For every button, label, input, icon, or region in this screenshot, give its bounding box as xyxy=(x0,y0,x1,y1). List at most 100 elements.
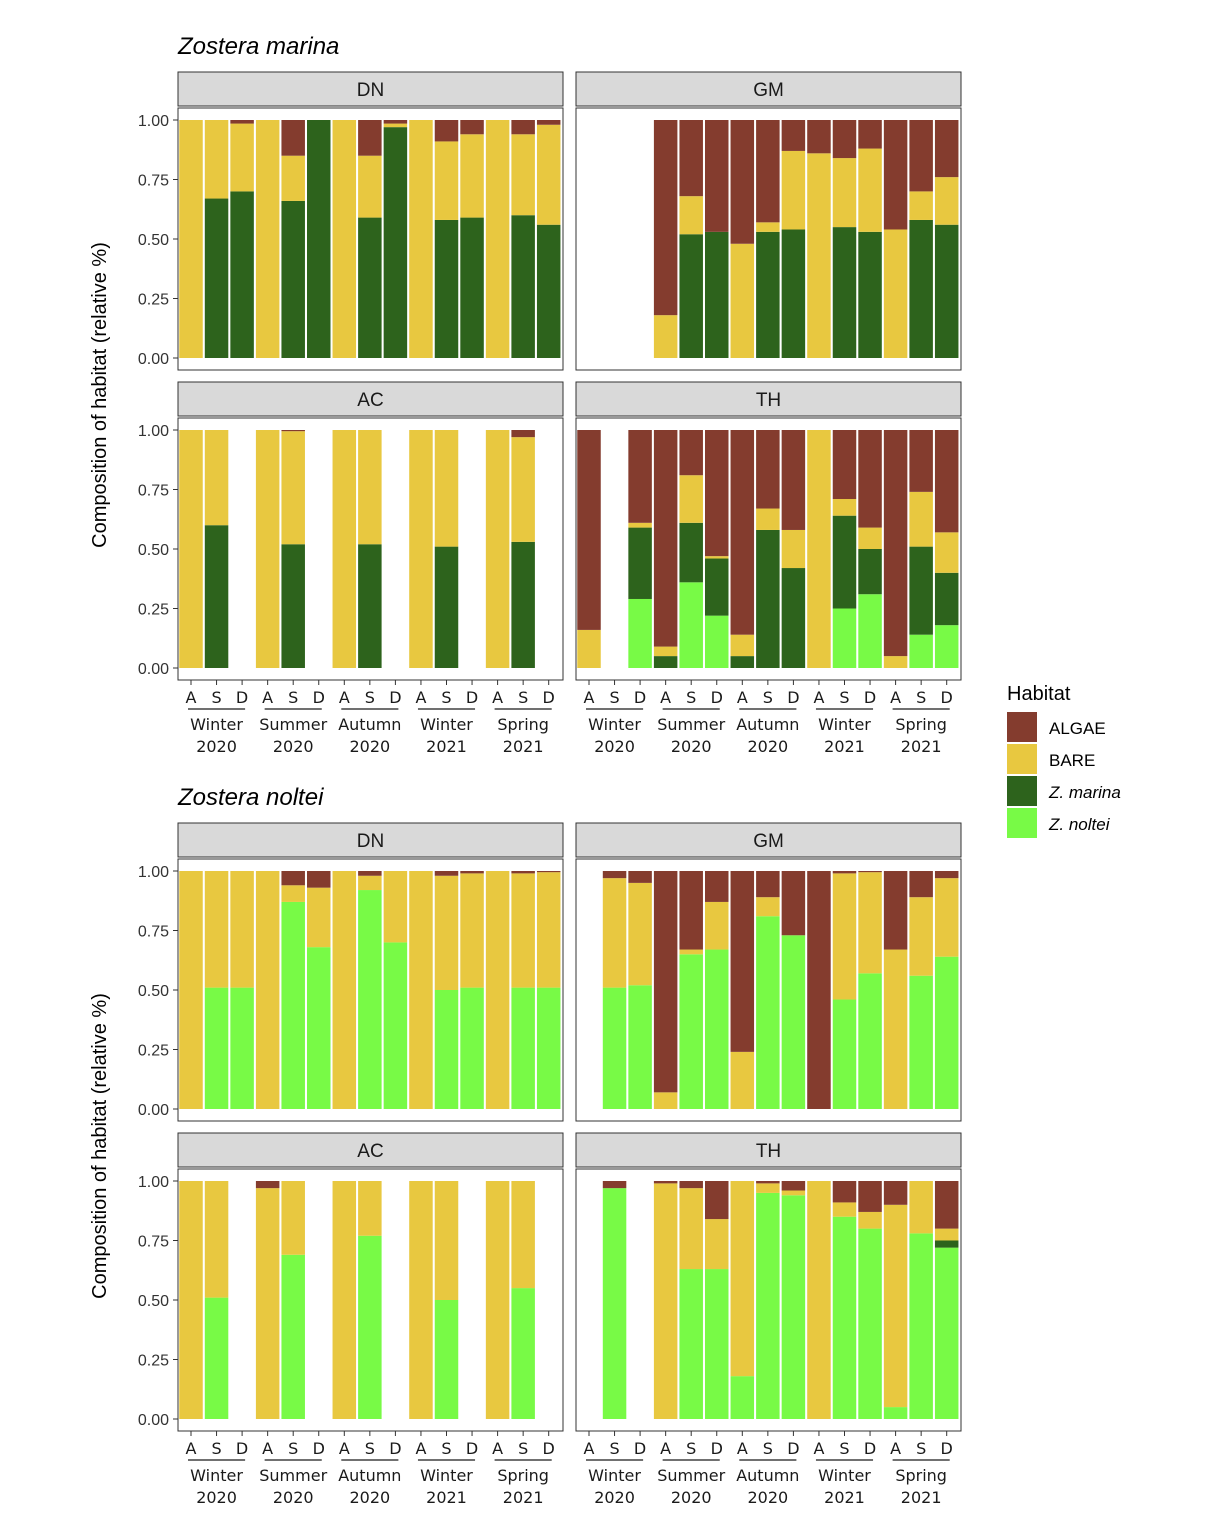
x-tick-label: S xyxy=(839,688,849,707)
bar-segment-bare xyxy=(679,949,703,955)
bar-segment-z-marina xyxy=(383,127,408,358)
x-tick-label: A xyxy=(737,1439,748,1458)
panel-gm: GM xyxy=(575,71,962,371)
bar-segment-z-marina xyxy=(230,191,254,358)
bar-segment-algae xyxy=(883,1181,908,1205)
bar-segment-z-noltei xyxy=(909,1233,933,1419)
y-tick-label: 0.75 xyxy=(138,1234,169,1251)
bar-segment-bare xyxy=(536,124,561,225)
bar-segment-algae xyxy=(511,120,535,135)
bar-segment-bare xyxy=(602,878,627,988)
season-year-label: 2020 xyxy=(594,737,635,756)
bar-segment-algae xyxy=(679,1181,703,1189)
x-tick-label: A xyxy=(415,688,426,707)
bar-segment-bare xyxy=(883,1204,908,1408)
x-tick-label: D xyxy=(864,688,876,707)
y-tick-label: 0.25 xyxy=(138,292,169,309)
legend-title: Habitat xyxy=(1007,683,1071,705)
x-tick-label: D xyxy=(711,688,723,707)
y-tick-label: 0.50 xyxy=(138,232,169,249)
bar-segment-bare xyxy=(409,1181,433,1419)
bar-segment-bare xyxy=(179,120,203,358)
bar-segment-algae xyxy=(536,871,561,873)
season-year-label: 2020 xyxy=(349,737,390,756)
bar-segment-bare xyxy=(485,1181,510,1419)
bar-segment-algae xyxy=(307,871,331,888)
bar-segment-z-noltei xyxy=(705,949,729,1109)
y-tick-label: 0.00 xyxy=(138,1412,169,1429)
x-tick-label: S xyxy=(686,1439,696,1458)
season-label: Spring xyxy=(497,715,549,734)
bar-segment-algae xyxy=(281,430,305,432)
bar-segment-bare xyxy=(832,158,857,228)
bar-segment-algae xyxy=(460,871,484,874)
bar-segment-bare xyxy=(332,871,357,1109)
x-tick-label: D xyxy=(941,1439,953,1458)
panel-th: THA S D A S D A S D A S D A S DWinter2020Summer2020Aut… xyxy=(575,381,962,756)
panel-strip xyxy=(177,822,564,858)
season-year-label: 2021 xyxy=(503,737,544,756)
season-label: Winter xyxy=(190,715,243,734)
y-tick-label: 1.00 xyxy=(138,1174,169,1191)
bar-segment-bare xyxy=(756,897,780,917)
bar-segment-algae xyxy=(934,871,959,879)
bar-segment-z-noltei xyxy=(832,608,857,668)
x-tick-label: S xyxy=(211,1439,221,1458)
panel-strip xyxy=(177,1132,564,1168)
bar-segment-z-noltei xyxy=(602,1188,627,1419)
x-tick-label: S xyxy=(686,688,696,707)
x-tick-label: S xyxy=(763,1439,773,1458)
bar-segment-algae xyxy=(602,1181,627,1189)
bar-segment-bare xyxy=(883,656,908,668)
bar-segment-algae xyxy=(511,430,535,438)
bar-segment-z-noltei xyxy=(756,916,780,1109)
x-tick-label: S xyxy=(441,688,451,707)
bar-segment-bare xyxy=(934,532,959,573)
bar-segment-algae xyxy=(383,120,408,124)
bar-segment-bare xyxy=(653,646,678,657)
season-year-label: 2021 xyxy=(824,737,865,756)
bar-segment-z-marina xyxy=(730,656,755,668)
bar-segment-z-noltei xyxy=(730,1376,755,1419)
bar-segment-algae xyxy=(781,1181,806,1191)
legend-item: BARE xyxy=(1007,744,1095,774)
y-tick-label: 0.50 xyxy=(138,1293,169,1310)
season-label: Winter xyxy=(420,1466,473,1485)
season-label: Winter xyxy=(818,715,871,734)
season-label: Winter xyxy=(588,715,641,734)
x-tick-label: S xyxy=(288,688,298,707)
bar-segment-z-marina xyxy=(832,515,857,609)
x-tick-label: S xyxy=(609,1439,619,1458)
season-year-label: 2021 xyxy=(503,1488,544,1507)
bar-segment-algae xyxy=(230,120,254,124)
block-title: Zostera noltei xyxy=(177,784,324,811)
bar-segment-z-marina xyxy=(858,549,882,595)
panel-strip xyxy=(177,71,564,107)
bar-segment-algae xyxy=(255,1181,280,1189)
bar-segment-bare xyxy=(358,875,382,891)
bar-segment-algae xyxy=(511,871,535,874)
x-tick-label: D xyxy=(543,688,555,707)
bar-segment-z-noltei xyxy=(358,890,382,1109)
y-tick-label: 0.00 xyxy=(138,1102,169,1119)
bar-segment-bare xyxy=(485,120,510,358)
season-year-label: 2021 xyxy=(824,1488,865,1507)
bar-segment-bare xyxy=(909,897,933,976)
bar-segment-z-noltei xyxy=(230,987,254,1109)
season-year-label: 2020 xyxy=(273,737,314,756)
bar-segment-algae xyxy=(730,120,755,244)
x-tick-label: A xyxy=(262,688,273,707)
panel-ac: AC0.000.250.500.751.00A S D A S D A S D A S D A S DWin… xyxy=(138,1132,564,1507)
bar-segment-bare xyxy=(679,196,703,235)
bar-segment-bare xyxy=(383,871,408,943)
bar-segment-bare xyxy=(934,878,959,957)
bar-segment-z-noltei xyxy=(434,990,459,1109)
bar-segment-bare xyxy=(705,1219,729,1270)
panel-strip-label: AC xyxy=(357,390,383,411)
bar-segment-z-noltei xyxy=(705,1269,729,1419)
bar-segment-algae xyxy=(807,871,831,1109)
bar-segment-algae xyxy=(756,430,780,509)
season-year-label: 2021 xyxy=(901,1488,942,1507)
bar-segment-bare xyxy=(460,873,484,988)
x-tick-label: D xyxy=(389,1439,401,1458)
